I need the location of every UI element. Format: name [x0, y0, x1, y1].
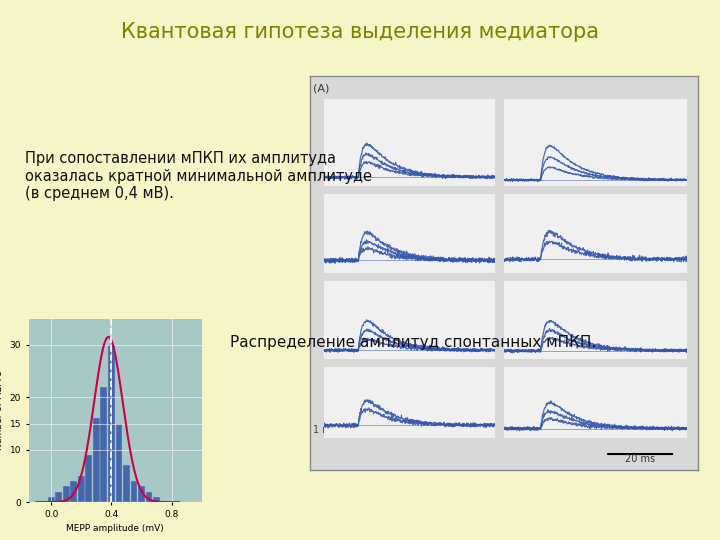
Text: 20 ms: 20 ms: [625, 454, 655, 464]
Bar: [138, 487, 145, 502]
Bar: [71, 481, 77, 502]
Bar: [63, 487, 70, 502]
Bar: [78, 476, 85, 502]
Bar: [86, 455, 92, 502]
Bar: [101, 387, 107, 502]
Bar: [48, 497, 55, 502]
Bar: [93, 418, 100, 502]
Text: (A): (A): [313, 84, 330, 93]
Bar: [115, 423, 122, 502]
Bar: [55, 492, 63, 502]
Bar: [145, 492, 153, 502]
X-axis label: MEPP amplitude (mV): MEPP amplitude (mV): [66, 524, 164, 534]
Text: При сопоставлении мПКП их амплитуда
оказалась кратной минимальной амплитуде
(в с: При сопоставлении мПКП их амплитуда оказ…: [25, 151, 372, 201]
Y-axis label: Number of MEPPs: Number of MEPPs: [0, 370, 4, 450]
Text: Квантовая гипотеза выделения медиатора: Квантовая гипотеза выделения медиатора: [121, 22, 599, 42]
Bar: [123, 465, 130, 502]
Bar: [108, 345, 115, 502]
Bar: [130, 481, 138, 502]
Text: 1 mV: 1 mV: [313, 426, 339, 435]
Text: Распределение амплитуд спонтанных мПКП.: Распределение амплитуд спонтанных мПКП.: [230, 335, 597, 350]
Bar: [153, 497, 160, 502]
